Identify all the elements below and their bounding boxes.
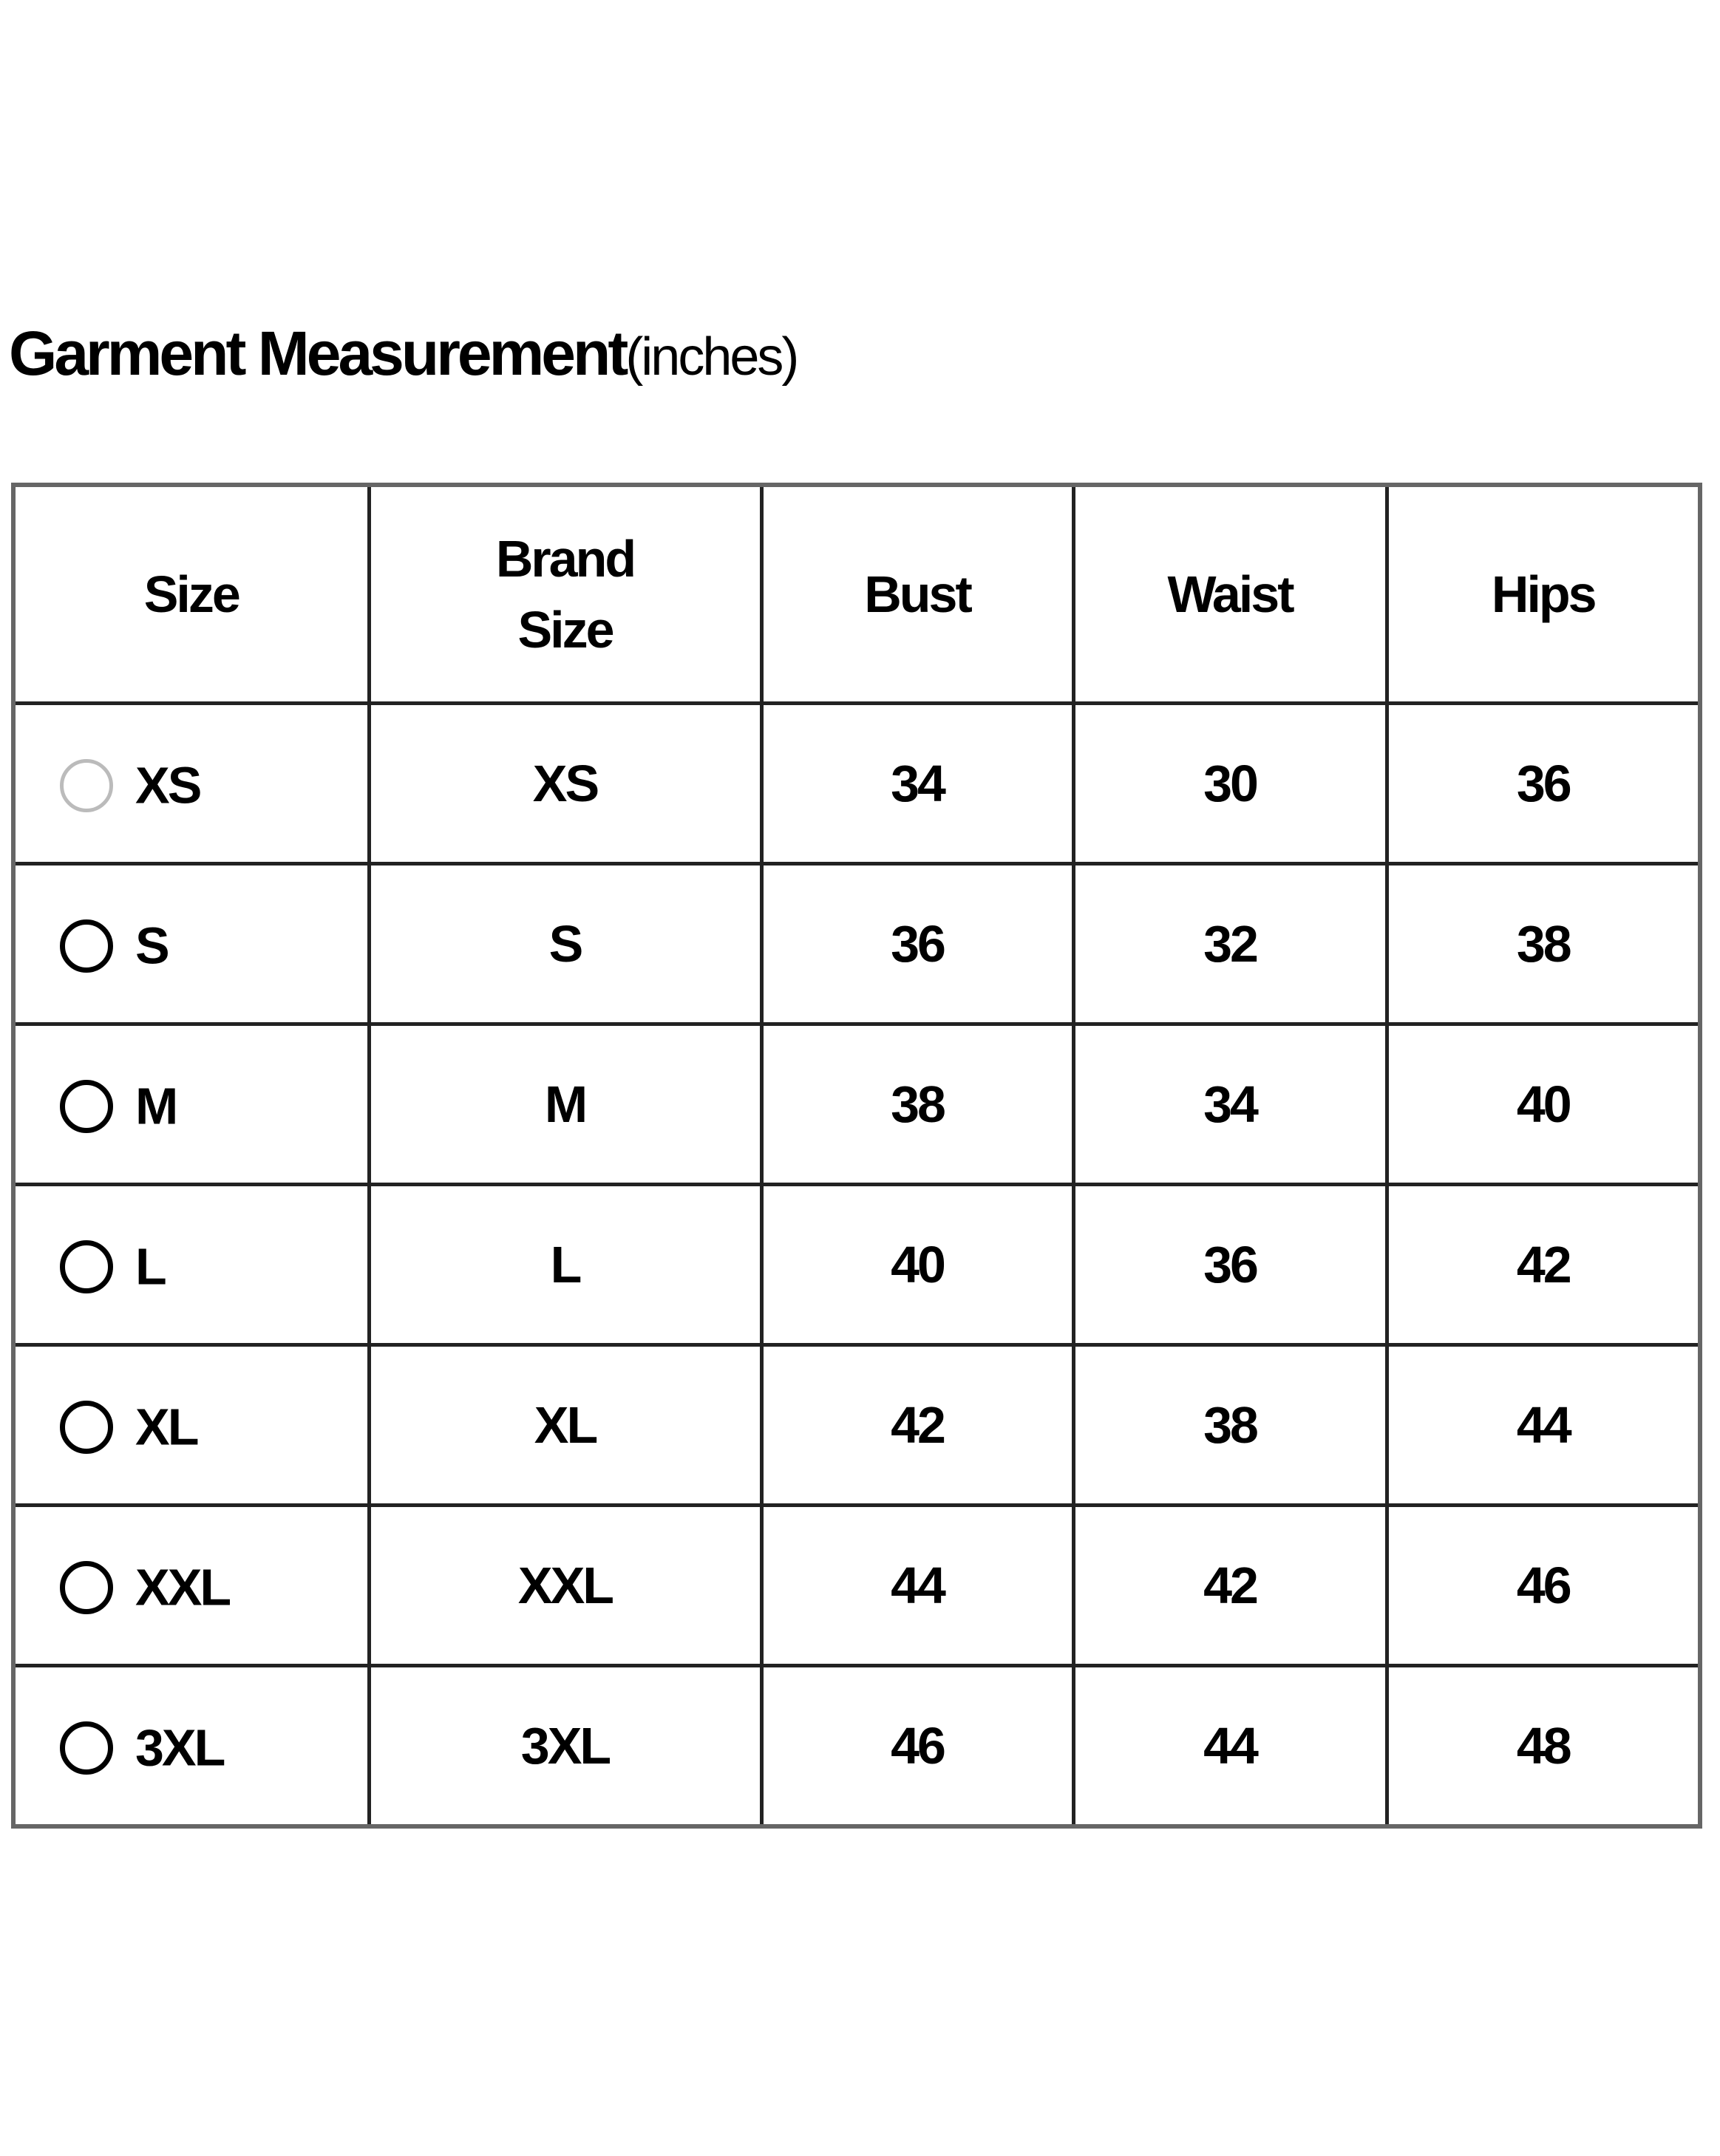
size-cell[interactable]: XS bbox=[11, 701, 371, 866]
size-label: M bbox=[135, 1077, 178, 1135]
header-brand-size: Brand Size bbox=[367, 483, 764, 705]
header-bust: Bust bbox=[759, 483, 1075, 705]
brand-size-cell: XS bbox=[367, 701, 764, 866]
hips-cell: 38 bbox=[1384, 862, 1702, 1026]
waist-cell: 30 bbox=[1071, 701, 1389, 866]
brand-size-cell: XXL bbox=[367, 1503, 764, 1667]
size-cell[interactable]: 3XL bbox=[11, 1664, 371, 1829]
hips-cell: 40 bbox=[1384, 1022, 1702, 1186]
bust-cell: 34 bbox=[759, 701, 1075, 866]
table-row[interactable]: L L 40 36 42 bbox=[11, 1183, 1702, 1347]
size-label: S bbox=[135, 917, 170, 975]
size-cell[interactable]: L bbox=[11, 1183, 371, 1347]
header-row: Size Brand Size Bust Waist Hips bbox=[11, 483, 1702, 705]
size-label: XS bbox=[135, 756, 202, 815]
table-row[interactable]: 3XL 3XL 46 44 48 bbox=[11, 1664, 1702, 1829]
size-cell[interactable]: XL bbox=[11, 1343, 371, 1507]
header-brand-line2: Size bbox=[517, 601, 614, 659]
size-radio[interactable] bbox=[60, 1721, 113, 1775]
size-cell[interactable]: M bbox=[11, 1022, 371, 1186]
bust-cell: 46 bbox=[759, 1664, 1075, 1829]
bust-cell: 36 bbox=[759, 862, 1075, 1026]
table-row[interactable]: XXL XXL 44 42 46 bbox=[11, 1503, 1702, 1667]
size-label: XXL bbox=[135, 1558, 231, 1616]
bust-cell: 40 bbox=[759, 1183, 1075, 1347]
header-brand-line1: Brand bbox=[495, 530, 636, 588]
page-title: Garment Measurement(inches) bbox=[9, 318, 799, 390]
waist-cell: 38 bbox=[1071, 1343, 1389, 1507]
header-size: Size bbox=[11, 483, 371, 705]
size-radio[interactable] bbox=[60, 919, 113, 973]
hips-cell: 42 bbox=[1384, 1183, 1702, 1347]
table-row[interactable]: XS XS 34 30 36 bbox=[11, 701, 1702, 866]
size-cell[interactable]: S bbox=[11, 862, 371, 1026]
size-label: L bbox=[135, 1237, 167, 1296]
size-cell[interactable]: XXL bbox=[11, 1503, 371, 1667]
size-radio[interactable] bbox=[60, 1400, 113, 1454]
size-label: XL bbox=[135, 1398, 199, 1456]
size-radio bbox=[60, 758, 113, 812]
size-label: 3XL bbox=[135, 1718, 225, 1777]
table-row[interactable]: M M 38 34 40 bbox=[11, 1022, 1702, 1186]
waist-cell: 44 bbox=[1071, 1664, 1389, 1829]
size-chart-table: Size Brand Size Bust Waist Hips XS XS 34 … bbox=[11, 483, 1702, 1829]
waist-cell: 34 bbox=[1071, 1022, 1389, 1186]
waist-cell: 42 bbox=[1071, 1503, 1389, 1667]
bust-cell: 38 bbox=[759, 1022, 1075, 1186]
header-hips: Hips bbox=[1384, 483, 1702, 705]
brand-size-cell: M bbox=[367, 1022, 764, 1186]
brand-size-cell: S bbox=[367, 862, 764, 1026]
waist-cell: 32 bbox=[1071, 862, 1389, 1026]
title-main: Garment Measurement bbox=[9, 319, 628, 388]
table-row[interactable]: XL XL 42 38 44 bbox=[11, 1343, 1702, 1507]
hips-cell: 48 bbox=[1384, 1664, 1702, 1829]
brand-size-cell: XL bbox=[367, 1343, 764, 1507]
bust-cell: 42 bbox=[759, 1343, 1075, 1507]
brand-size-cell: L bbox=[367, 1183, 764, 1347]
size-radio[interactable] bbox=[60, 1239, 113, 1293]
waist-cell: 36 bbox=[1071, 1183, 1389, 1347]
brand-size-cell: 3XL bbox=[367, 1664, 764, 1829]
hips-cell: 44 bbox=[1384, 1343, 1702, 1507]
header-waist: Waist bbox=[1071, 483, 1389, 705]
hips-cell: 36 bbox=[1384, 701, 1702, 866]
size-radio[interactable] bbox=[60, 1560, 113, 1614]
size-radio[interactable] bbox=[60, 1079, 113, 1133]
title-unit: (inches) bbox=[625, 327, 799, 387]
table-row[interactable]: S S 36 32 38 bbox=[11, 862, 1702, 1026]
hips-cell: 46 bbox=[1384, 1503, 1702, 1667]
bust-cell: 44 bbox=[759, 1503, 1075, 1667]
